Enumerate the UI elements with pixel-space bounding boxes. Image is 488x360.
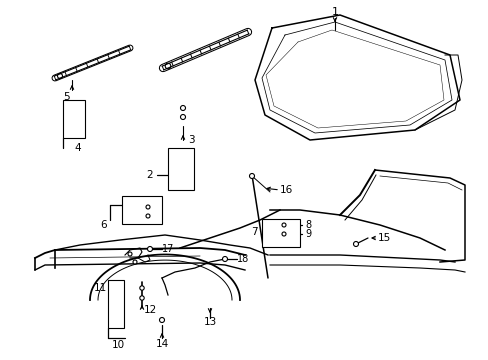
Circle shape <box>58 73 62 78</box>
Text: 17: 17 <box>162 244 174 254</box>
Text: 13: 13 <box>203 317 216 327</box>
Text: 4: 4 <box>75 143 81 153</box>
Text: 16: 16 <box>279 185 292 195</box>
Circle shape <box>249 174 254 179</box>
Text: 12: 12 <box>143 305 156 315</box>
Circle shape <box>146 205 150 209</box>
Circle shape <box>282 223 285 227</box>
Bar <box>122 196 162 224</box>
Bar <box>108 280 124 328</box>
Circle shape <box>140 286 144 290</box>
Text: 3: 3 <box>187 135 194 145</box>
Bar <box>262 219 299 247</box>
Text: 2: 2 <box>146 170 153 180</box>
Circle shape <box>133 260 137 264</box>
Text: 10: 10 <box>111 340 124 350</box>
Bar <box>63 100 85 138</box>
Text: 18: 18 <box>236 254 248 264</box>
Text: 11: 11 <box>93 283 106 293</box>
Text: 8: 8 <box>127 202 133 212</box>
Circle shape <box>128 252 132 256</box>
Text: 9: 9 <box>127 211 133 221</box>
Circle shape <box>180 114 185 120</box>
Text: 15: 15 <box>377 233 390 243</box>
Text: 1: 1 <box>331 7 338 17</box>
Circle shape <box>222 256 227 261</box>
Circle shape <box>180 105 185 111</box>
Text: 14: 14 <box>155 339 168 349</box>
Circle shape <box>146 214 150 218</box>
Circle shape <box>353 242 358 247</box>
Text: 6: 6 <box>101 220 107 230</box>
Circle shape <box>140 296 144 300</box>
Text: 7: 7 <box>250 227 257 237</box>
Circle shape <box>282 232 285 236</box>
Text: 8: 8 <box>305 220 310 230</box>
Text: 9: 9 <box>305 229 310 239</box>
Bar <box>168 148 194 190</box>
Circle shape <box>165 63 170 69</box>
Circle shape <box>147 247 152 252</box>
Text: 5: 5 <box>62 92 69 102</box>
Circle shape <box>159 318 164 323</box>
